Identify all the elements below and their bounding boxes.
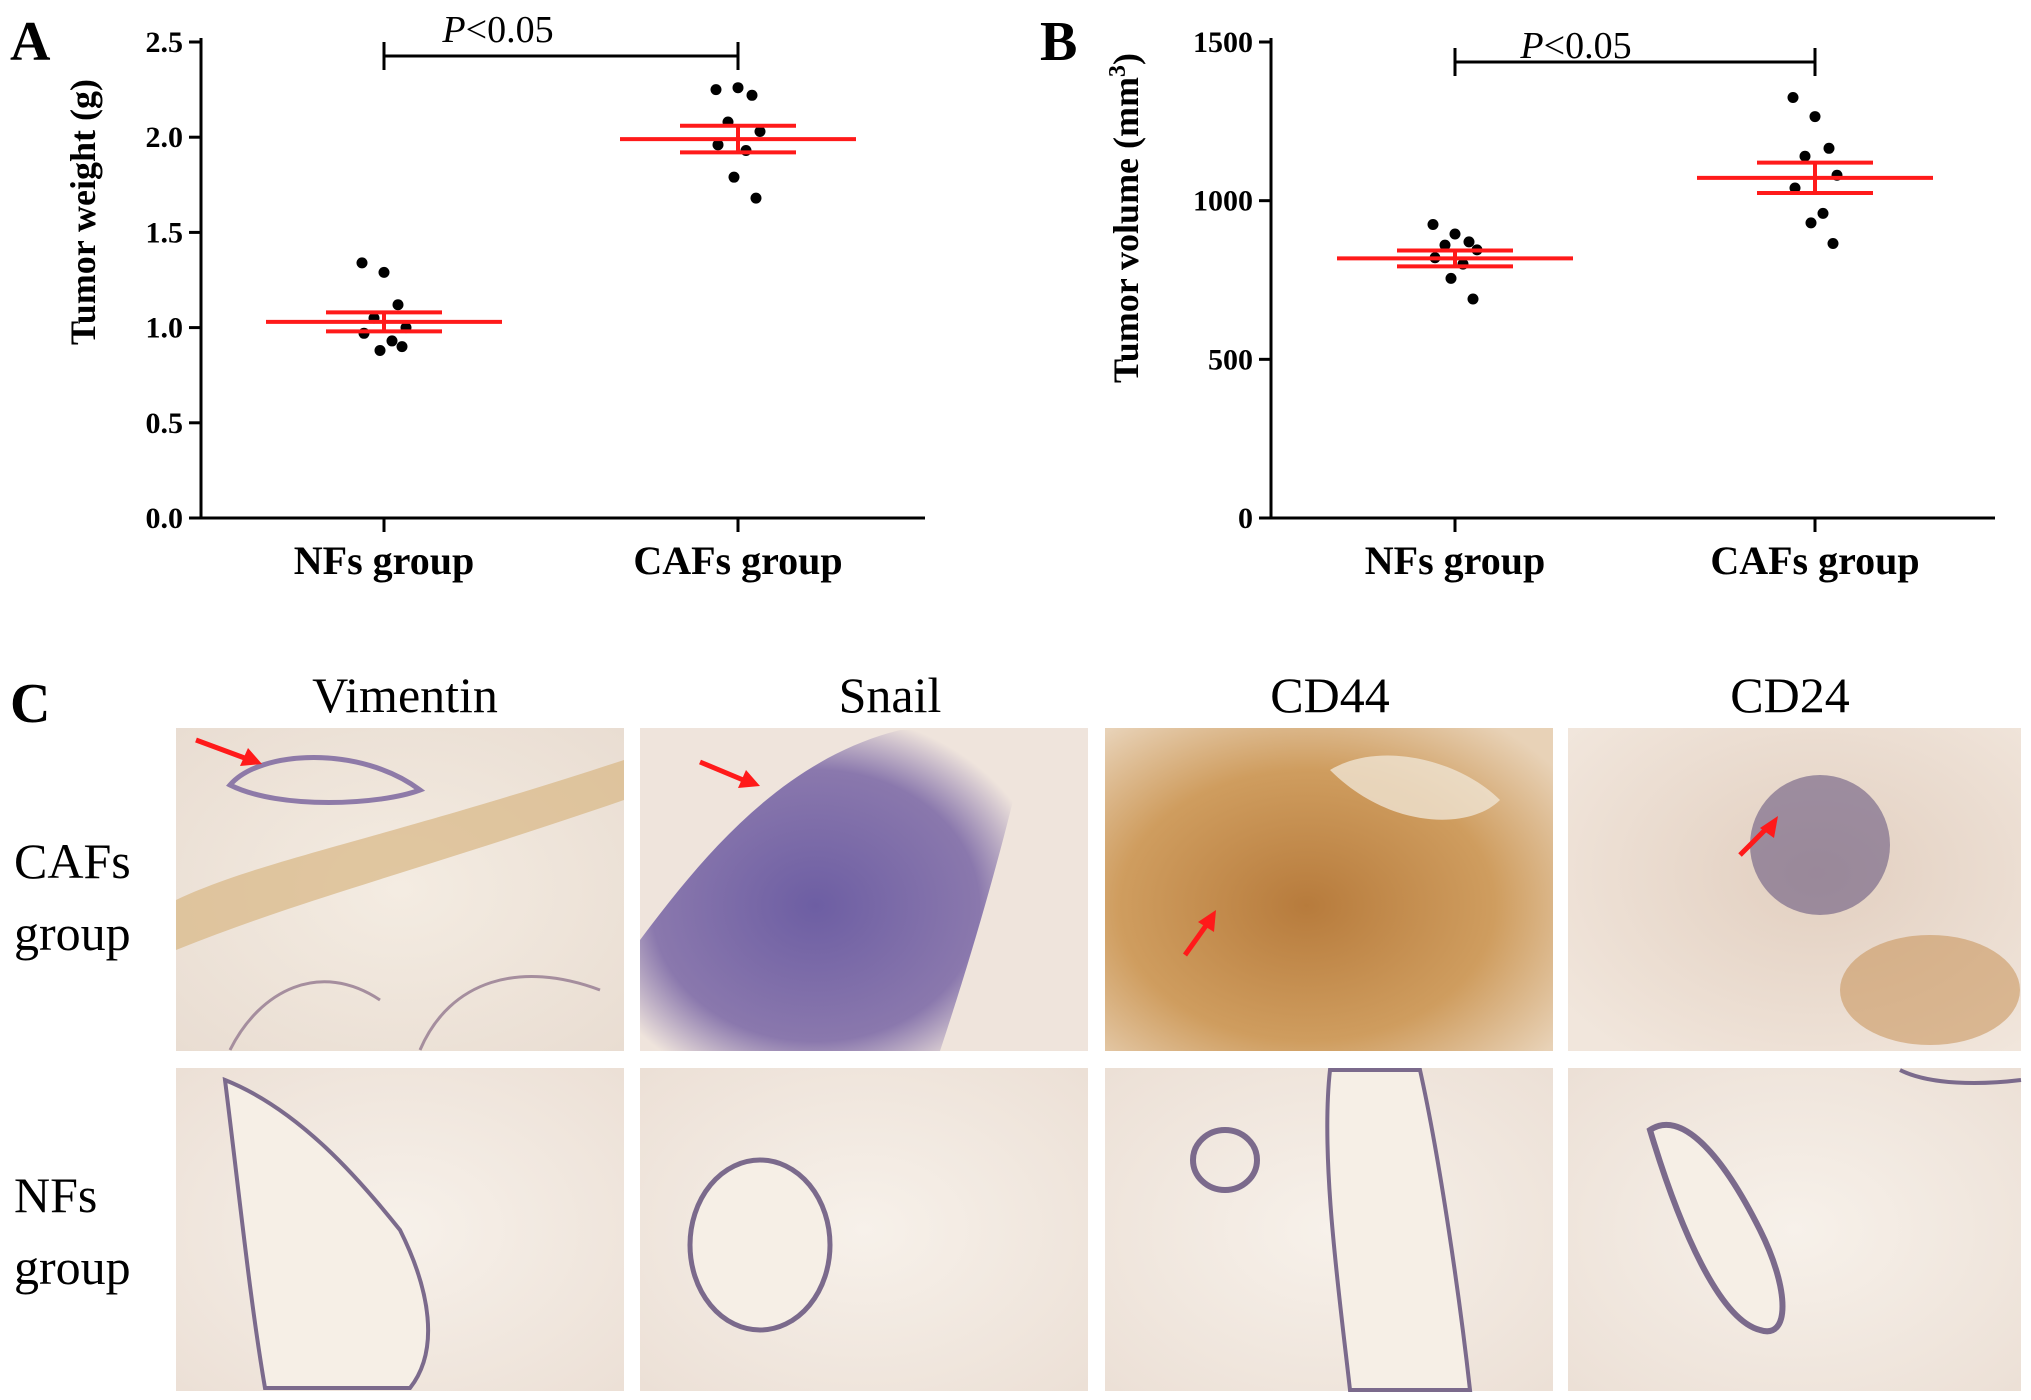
chart-b-y-tick-label: 500 [1208, 343, 1253, 376]
ihc-column-snail: Snail [839, 667, 942, 723]
red-arrow-head [1198, 910, 1216, 932]
panel-letter-a: A [10, 11, 51, 73]
tissue-alveoli [228, 975, 601, 1051]
chart-a-data-point [386, 335, 398, 347]
chart-a-data-point [728, 171, 740, 183]
tissue-vessel [222, 1076, 431, 1390]
ihc-row-label-cafs-line1: CAFs [14, 833, 131, 889]
chart-b-tumor-volume: B 0 500 1000 1500 NFs group CAFs group Tumor … [1040, 11, 1995, 583]
tissue-stained [640, 728, 1030, 1051]
chart-a-data-point [712, 139, 724, 151]
micrograph-cafs-snail [640, 728, 1088, 1051]
chart-a-y-tick-label: 0.5 [146, 407, 184, 440]
tissue-stained [1840, 935, 2020, 1045]
chart-b-y-tick-label: 1500 [1193, 26, 1253, 59]
micrograph-nfs-vimentin [176, 1068, 624, 1391]
chart-a-y-tick-label: 0.0 [146, 502, 184, 535]
chart-b-y-tick-label: 1000 [1193, 185, 1253, 218]
chart-b-x-category-label: CAFs group [1710, 538, 1919, 583]
chart-b-marks [1337, 48, 1933, 305]
chart-b-data-point [1467, 293, 1479, 305]
chart-a-y-tick-label: 2.0 [146, 121, 184, 154]
chart-b-data-point [1799, 150, 1811, 162]
chart-b-y-tick-label: 0 [1238, 502, 1253, 535]
red-arrow-shaft [699, 759, 749, 785]
chart-a-data-point [754, 125, 766, 137]
chart-b-data-point [1789, 182, 1801, 194]
chart-a-data-point [732, 82, 744, 94]
micrograph-nfs-cd44 [1105, 1068, 1553, 1392]
chart-a-data-point [750, 192, 762, 204]
tissue-vessel [226, 755, 426, 805]
chart-b-data-point [1805, 217, 1817, 229]
chart-a-data-point [710, 84, 722, 96]
micrograph-cafs-cd44 [1105, 728, 1553, 1051]
panel-letter-c: C [10, 673, 50, 735]
chart-b-data-point [1809, 111, 1821, 123]
red-arrow-head [1760, 816, 1778, 838]
chart-a-significance-label: P<0.05 [441, 9, 553, 51]
chart-a-y-axis-label: Tumor weight (g) [63, 79, 103, 345]
micrograph-nfs-cd24 [1568, 1068, 2022, 1391]
tissue-vessel-edge [1899, 1068, 2022, 1085]
chart-a-x-category-label: CAFs group [633, 538, 842, 583]
chart-a-marks [266, 42, 856, 356]
tissue-clear-region [1330, 755, 1500, 820]
ihc-column-cd24: CD24 [1730, 667, 1849, 723]
chart-b-data-point [1823, 142, 1835, 154]
chart-a-y-tick-label: 2.5 [146, 26, 184, 59]
chart-b-x-category-label: NFs group [1365, 538, 1545, 583]
tissue-vessel [1646, 1122, 1786, 1335]
chart-a-data-point [356, 257, 368, 269]
micrograph-cafs-vimentin [176, 728, 624, 1051]
chart-b-data-point [1817, 207, 1829, 219]
micrograph-cafs-cd24 [1568, 728, 2021, 1051]
chart-b-data-point [1787, 92, 1799, 104]
red-arrow-head [738, 770, 760, 788]
micrograph-cafs-cd44-bg [1105, 728, 1553, 1051]
ihc-row-label-nfs-line2: group [14, 1239, 131, 1295]
tissue-vessel [1190, 1127, 1260, 1193]
chart-b-data-point [1827, 238, 1839, 250]
chart-b-significance-label: P<0.05 [1519, 25, 1631, 67]
chart-a-data-point [374, 344, 386, 356]
chart-a-data-point [396, 341, 408, 353]
tissue-cell-cluster [1750, 775, 1890, 915]
chart-b-data-point [1439, 239, 1451, 251]
chart-b-data-point [1427, 218, 1439, 230]
chart-b-axes: 0 500 1000 1500 NFs group CAFs group [1193, 26, 1995, 583]
micrograph-nfs-snail [640, 1068, 1088, 1391]
chart-b-y-axis-label: Tumor volume (mm3) [1105, 53, 1146, 383]
chart-a-data-point [392, 299, 404, 311]
chart-b-data-point [1463, 236, 1475, 248]
ihc-column-cd44: CD44 [1270, 667, 1389, 723]
tissue-band [176, 760, 624, 950]
chart-a-data-point [746, 89, 758, 101]
red-arrow-shaft [195, 737, 251, 763]
chart-b-data-point [1449, 228, 1461, 240]
chart-b-data-point [1445, 272, 1457, 284]
micrograph-nfs-cd24-bg [1568, 1068, 2021, 1391]
chart-a-x-category-label: NFs group [294, 538, 474, 583]
ihc-row-label-cafs-line2: group [14, 905, 131, 961]
chart-a-y-tick-label: 1.5 [146, 216, 184, 249]
ihc-column-vimentin: Vimentin [312, 667, 498, 723]
chart-a-data-point [378, 266, 390, 278]
panel-c-ihc: C Vimentin Snail CD44 CD24 CAFs group NF… [10, 667, 2022, 1392]
chart-a-axes: 0.0 0.5 1.0 1.5 2.0 2.5 NFs group CAFs group [146, 26, 925, 583]
tissue-vessel-large [1325, 1068, 1473, 1392]
red-arrow-head [240, 748, 262, 766]
ihc-row-label-nfs-line1: NFs [14, 1167, 97, 1223]
panel-letter-b: B [1040, 11, 1077, 73]
tissue-vessel [687, 1157, 833, 1333]
chart-a-y-tick-label: 1.0 [146, 312, 184, 345]
